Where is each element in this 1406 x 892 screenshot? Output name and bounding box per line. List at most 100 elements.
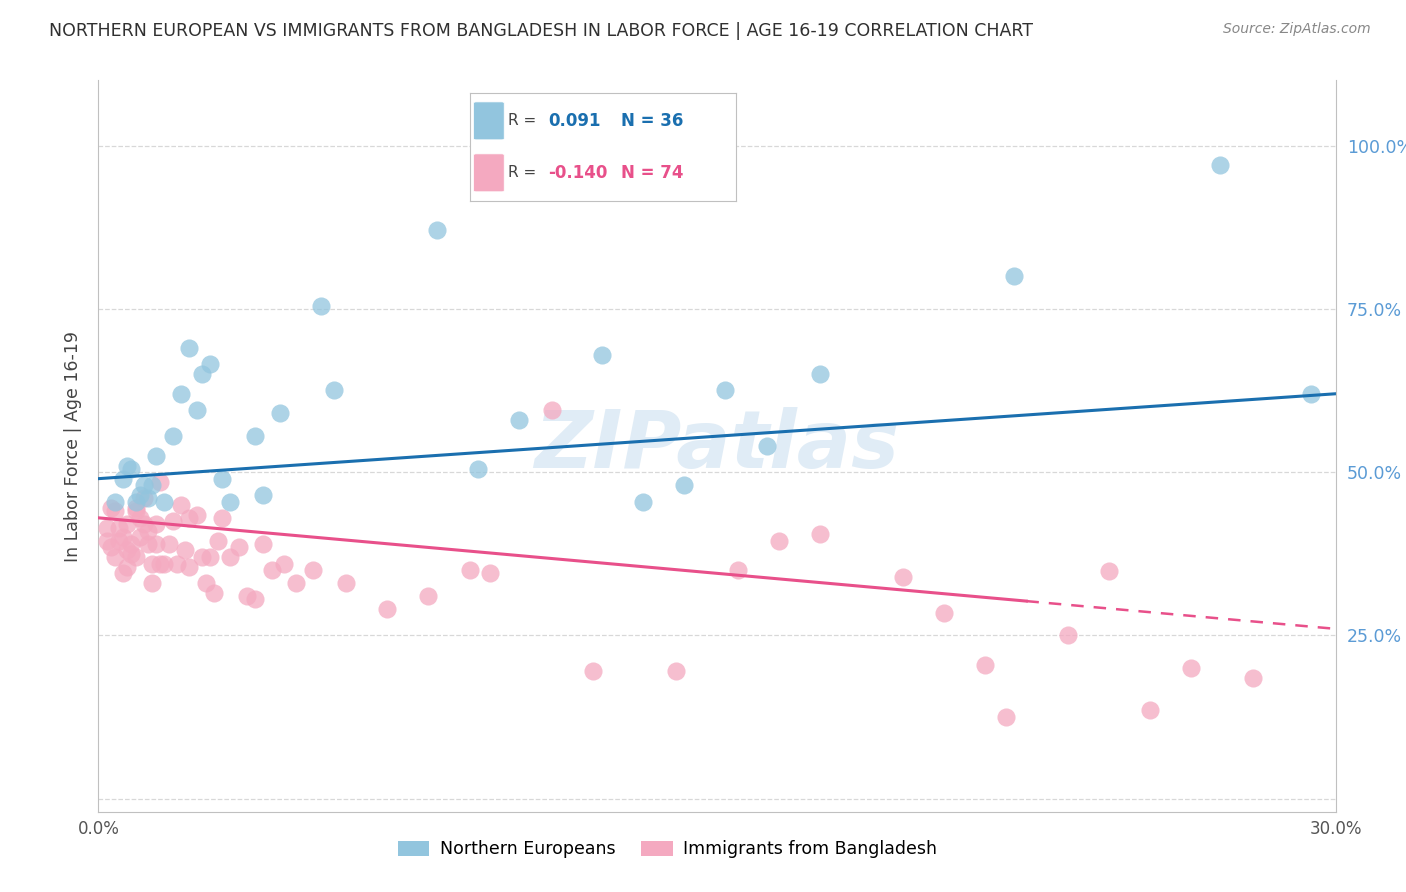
Point — [162, 429, 184, 443]
Point — [260, 563, 283, 577]
Point — [132, 478, 155, 492]
Point — [128, 530, 150, 544]
Point — [149, 475, 172, 489]
Point — [108, 533, 131, 548]
Point — [252, 488, 274, 502]
Point — [117, 559, 139, 574]
Point — [219, 549, 242, 564]
Point — [128, 488, 150, 502]
Point — [108, 521, 131, 535]
Point — [1098, 565, 1121, 579]
Point — [117, 458, 139, 473]
Point — [117, 517, 139, 532]
Point — [1209, 158, 1232, 172]
Point — [120, 537, 142, 551]
Point — [120, 462, 142, 476]
Point — [166, 557, 188, 571]
Point — [100, 540, 122, 554]
Point — [170, 498, 193, 512]
Point — [1002, 269, 1025, 284]
Point — [207, 533, 229, 548]
Point — [467, 462, 489, 476]
Point — [124, 549, 146, 564]
Point — [808, 527, 831, 541]
Point — [755, 439, 778, 453]
Point — [104, 504, 127, 518]
Point — [104, 549, 127, 564]
Point — [174, 543, 197, 558]
Point — [891, 569, 914, 583]
Text: Source: ZipAtlas.com: Source: ZipAtlas.com — [1223, 22, 1371, 37]
Point — [124, 504, 146, 518]
Point — [418, 589, 440, 603]
Point — [1241, 671, 1264, 685]
Point — [994, 710, 1017, 724]
Point — [665, 665, 688, 679]
Point — [211, 511, 233, 525]
Point — [179, 559, 201, 574]
Point — [202, 586, 225, 600]
Point — [162, 514, 184, 528]
Point — [104, 494, 127, 508]
Point — [124, 494, 146, 508]
Point — [136, 537, 159, 551]
Point — [96, 521, 118, 535]
Point — [141, 576, 163, 591]
Point — [153, 494, 176, 508]
Point — [186, 508, 208, 522]
Point — [285, 576, 308, 591]
Point — [157, 537, 180, 551]
Point — [112, 472, 135, 486]
Point — [631, 494, 654, 508]
Point — [100, 501, 122, 516]
Point — [243, 592, 266, 607]
Point — [243, 429, 266, 443]
Point — [426, 223, 449, 237]
Point — [322, 384, 344, 398]
Point — [335, 576, 357, 591]
Point — [128, 511, 150, 525]
Point — [1056, 628, 1078, 642]
Point — [479, 566, 502, 581]
Point — [458, 563, 481, 577]
Legend: Northern Europeans, Immigrants from Bangladesh: Northern Europeans, Immigrants from Bang… — [391, 833, 943, 865]
Point — [269, 406, 291, 420]
Point — [508, 413, 530, 427]
Point — [141, 557, 163, 571]
Point — [179, 511, 201, 525]
Point — [582, 665, 605, 679]
Point — [541, 403, 564, 417]
Point — [136, 524, 159, 538]
Point — [96, 533, 118, 548]
Text: ZIPatlas: ZIPatlas — [534, 407, 900, 485]
Point — [190, 549, 212, 564]
Point — [124, 501, 146, 516]
Point — [211, 472, 233, 486]
Point — [309, 299, 332, 313]
Point — [228, 540, 250, 554]
Point — [808, 367, 831, 381]
Point — [186, 403, 208, 417]
Point — [136, 491, 159, 506]
Point — [1180, 661, 1202, 675]
Point — [219, 494, 242, 508]
Point — [198, 357, 221, 371]
Point — [673, 478, 696, 492]
Point — [117, 543, 139, 558]
Point — [145, 517, 167, 532]
Text: NORTHERN EUROPEAN VS IMMIGRANTS FROM BANGLADESH IN LABOR FORCE | AGE 16-19 CORRE: NORTHERN EUROPEAN VS IMMIGRANTS FROM BAN… — [49, 22, 1033, 40]
Point — [153, 557, 176, 571]
Point — [194, 576, 217, 591]
Point — [190, 367, 212, 381]
Point — [273, 557, 295, 571]
Point — [727, 563, 749, 577]
Point — [132, 517, 155, 532]
Point — [375, 602, 398, 616]
Point — [591, 348, 613, 362]
Point — [932, 606, 955, 620]
Point — [768, 533, 790, 548]
Point — [149, 557, 172, 571]
Point — [141, 478, 163, 492]
Point — [170, 386, 193, 401]
Point — [236, 589, 259, 603]
